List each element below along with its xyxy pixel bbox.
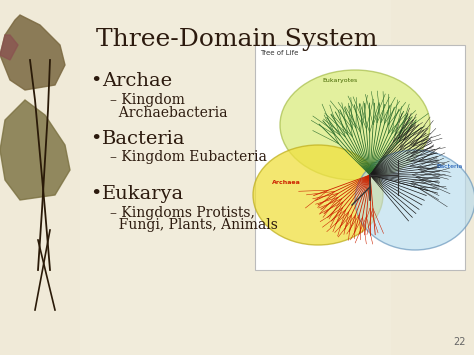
Text: Fungi, Plants, Animals: Fungi, Plants, Animals [110,218,278,232]
Text: Archae: Archae [102,72,172,90]
Text: Tree of Life: Tree of Life [260,50,298,56]
Ellipse shape [355,150,474,250]
Ellipse shape [253,145,383,245]
Ellipse shape [280,70,430,180]
Text: Three-Domain System: Three-Domain System [96,28,378,51]
Text: Bacteria: Bacteria [102,130,185,148]
Text: Archaea: Archaea [272,180,301,186]
Text: – Kingdoms Protists,: – Kingdoms Protists, [110,206,255,220]
Text: – Kingdom Eubacteria: – Kingdom Eubacteria [110,150,267,164]
Text: – Kingdom: – Kingdom [110,93,185,107]
Text: •: • [90,72,101,90]
Polygon shape [0,100,70,200]
Text: •: • [90,130,101,148]
Polygon shape [0,15,65,90]
Text: Eukaryotes: Eukaryotes [322,78,357,83]
Text: Eukarya: Eukarya [102,185,184,203]
Polygon shape [0,35,18,60]
Text: 22: 22 [454,337,466,347]
Bar [255,45,465,270]
Text: Archaebacteria: Archaebacteria [110,106,228,120]
Text: Bacteria: Bacteria [437,164,463,169]
Text: •: • [90,185,101,203]
Bar [80,0,390,355]
